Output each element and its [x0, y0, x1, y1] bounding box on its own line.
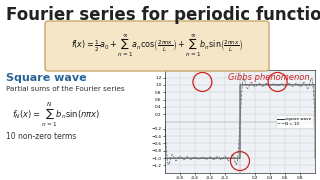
Text: Fourier series for periodic functions: Fourier series for periodic functions: [6, 6, 320, 24]
N = 10: [309, 79, 313, 81]
Text: 10 non-zero terms: 10 non-zero terms: [6, 132, 76, 141]
square wave: [272, 84, 276, 86]
Text: $f_N(x) = \sum_{n=1}^{N} b_n \sin(n\pi x)$: $f_N(x) = \sum_{n=1}^{N} b_n \sin(n\pi x…: [12, 100, 100, 129]
N = 10: [313, 120, 317, 123]
Text: Partial sums of the Fourier series: Partial sums of the Fourier series: [6, 86, 124, 92]
Text: Gibbs phenomenon: Gibbs phenomenon: [228, 73, 310, 82]
square wave: [226, 157, 230, 159]
N = 10: [167, 164, 171, 166]
Line: N = 10: N = 10: [165, 78, 315, 165]
square wave: [234, 157, 238, 159]
square wave: [227, 157, 231, 159]
FancyBboxPatch shape: [45, 21, 269, 71]
N = 10: [234, 164, 238, 166]
Text: Square wave: Square wave: [6, 73, 87, 83]
square wave: [313, 157, 317, 159]
Text: $f(x) = \frac{1}{2}a_0 + \sum_{n=1}^{\infty} a_n \cos\!\left(\frac{2\pi nx}{L}\r: $f(x) = \frac{1}{2}a_0 + \sum_{n=1}^{\in…: [71, 32, 243, 60]
N = 10: [272, 83, 276, 85]
N = 10: [227, 159, 231, 161]
square wave: [163, 157, 167, 159]
N = 10: [226, 159, 230, 161]
square wave: [309, 84, 313, 86]
N = 10: [163, 120, 167, 123]
square wave: [301, 84, 305, 86]
N = 10: [301, 82, 305, 84]
Line: square wave: square wave: [165, 85, 315, 158]
N = 10: [309, 77, 313, 79]
Legend: square wave, N = 10: square wave, N = 10: [276, 115, 313, 128]
square wave: [238, 84, 242, 86]
